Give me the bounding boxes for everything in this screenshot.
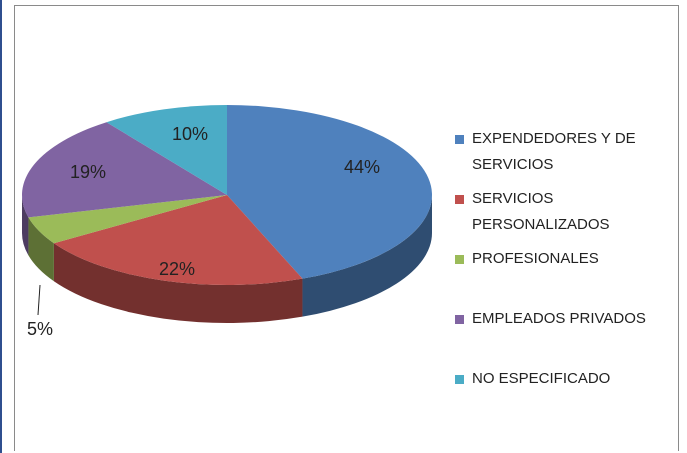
slice — [106, 105, 227, 195]
chart-frame — [14, 5, 679, 451]
legend-label: NO ESPECIFICADO — [472, 370, 611, 387]
slice — [28, 195, 227, 244]
leader-line — [37, 284, 41, 316]
data-label: 44% — [344, 157, 380, 177]
slice-side — [28, 217, 54, 282]
legend-swatch — [455, 195, 464, 204]
data-label: 5% — [27, 319, 53, 339]
slice — [22, 122, 227, 218]
slice — [227, 105, 433, 279]
legend-item: SERVICIOS PERSONALIZADOS — [455, 186, 670, 246]
legend-label: SERVICIOS PERSONALIZADOS — [472, 190, 610, 233]
legend-label: PROFESIONALES — [472, 250, 599, 267]
data-label: 22% — [159, 259, 195, 279]
slice-side — [302, 195, 432, 317]
legend-swatch — [455, 135, 464, 144]
legend-swatch — [455, 375, 464, 384]
window-edge — [0, 0, 2, 453]
legend-item: PROFESIONALES — [455, 246, 670, 306]
slice-side — [22, 195, 29, 256]
data-label: 10% — [172, 124, 208, 144]
legend-item: NO ESPECIFICADO — [455, 366, 670, 426]
legend-label: EXPENDEDORES Y DE SERVICIOS — [472, 130, 636, 173]
slice-side — [53, 243, 303, 323]
legend-item: EXPENDEDORES Y DE SERVICIOS — [455, 126, 670, 186]
legend-item: EMPLEADOS PRIVADOS — [455, 306, 670, 366]
legend: EXPENDEDORES Y DE SERVICIOS SERVICIOS PER… — [455, 126, 670, 426]
legend-swatch — [455, 315, 464, 324]
legend-label: EMPLEADOS PRIVADOS — [472, 310, 646, 327]
data-label: 19% — [70, 162, 106, 182]
legend-swatch — [455, 255, 464, 264]
slice — [53, 195, 303, 286]
